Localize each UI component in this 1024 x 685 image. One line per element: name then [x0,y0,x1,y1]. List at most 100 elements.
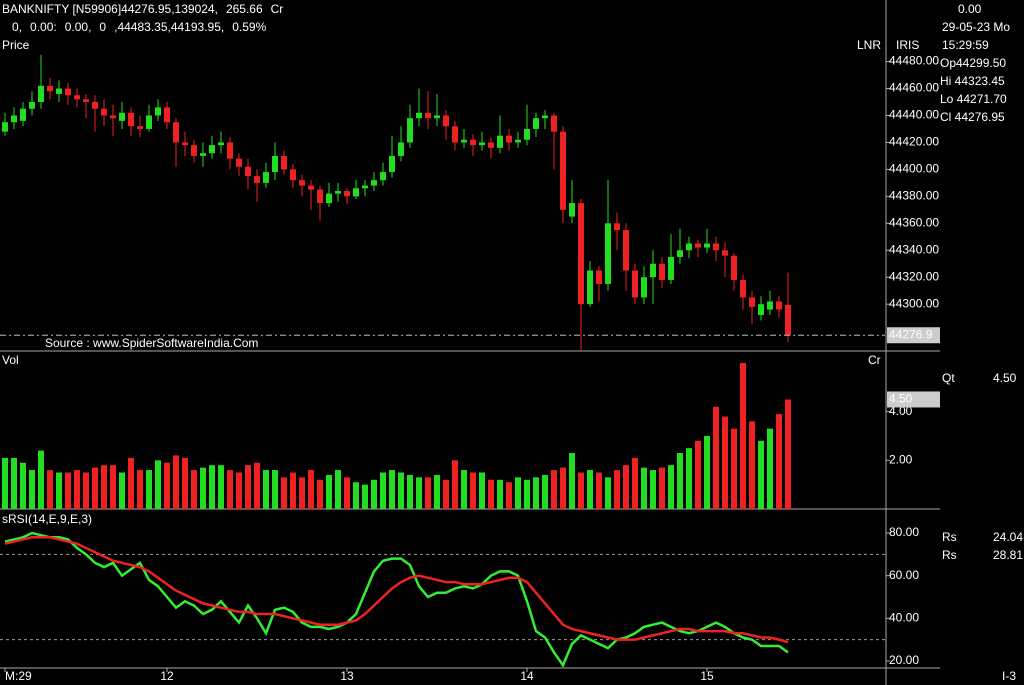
candle-body [281,155,287,170]
candle-body [38,85,44,102]
volume-bar [317,479,323,509]
candle-body [245,166,251,177]
volume-bar [110,465,116,509]
volume-bar [650,470,656,509]
volume-bar [299,477,305,509]
candle-body [146,115,152,129]
candle-body [641,277,647,298]
volume-bar [605,477,611,509]
candle-body [200,153,206,156]
candle-body [155,107,161,116]
volume-bar [56,472,62,509]
volume-bar [560,467,566,509]
candle-body [353,188,359,197]
y-tick-label: 60.00 [889,568,919,582]
volume-bar [200,467,206,509]
volume-bar [209,465,215,509]
volume-bar [623,465,629,509]
candle-body [767,301,773,310]
y-tick-label: 44360.00 [889,215,939,229]
candle-body [335,190,341,194]
candle-body [668,257,674,280]
candle-body [551,115,557,132]
y-tick-label: 2.00 [889,452,913,466]
candle-body [569,203,575,217]
candle-body [254,176,260,183]
header: 265.66 [226,2,263,16]
candle-body [596,270,602,284]
rsi-line [4,536,789,644]
y-tick-label: 44400.00 [889,162,939,176]
volume-bar [506,482,512,509]
y-tick-label: 44320.00 [889,269,939,283]
candle-body [47,85,53,92]
candle-body [227,142,233,159]
volume-bar [146,470,152,509]
candle-body [83,99,89,102]
header-stats: 0.00, [65,20,92,34]
candle-body [416,112,422,119]
y-tick-label: 44440.00 [889,108,939,122]
candle-body [119,112,125,121]
candle-body [209,145,215,154]
y-tick-label: 44380.00 [889,189,939,203]
qt-label: Qt [942,371,955,385]
volume-bar [470,472,476,509]
candle-body [452,126,458,143]
rsi-line [4,531,789,668]
volume-bar [380,472,386,509]
candle-body [56,88,62,94]
candle-body [74,95,80,100]
candle-body [659,263,665,280]
candle-body [650,263,656,278]
candle-body [11,115,17,123]
volume-bar [722,416,728,509]
candle-body [479,142,485,146]
candle-body [218,142,224,146]
candle-body [506,135,512,143]
candle-body [29,102,35,109]
candle-body [497,135,503,148]
volume-bar [443,479,449,509]
volume-bar [74,470,80,509]
header-stats: 0, [12,20,22,34]
volume-bar [398,472,404,509]
volume-bar [128,457,134,509]
unit: Cr [868,353,881,367]
volume-bar [524,479,530,509]
rs-label: Rs [942,530,957,544]
candle-body [434,115,440,119]
candle-body [587,270,593,305]
y-tick-label: 40.00 [889,610,919,624]
candle-body [785,304,791,336]
candle-body [236,158,242,167]
y-tick-label: 20.00 [889,653,919,667]
candle-body [686,243,692,251]
candle-body [488,142,494,148]
y-tick-label: 44340.00 [889,242,939,256]
candle-body [92,102,98,109]
candle-body [677,250,683,257]
side-ohlc: Hi 44323.45 [940,74,1005,88]
volume-bar [119,472,125,509]
volume-bar [452,460,458,509]
volume-bar [776,414,782,509]
header-stats: 0 [99,20,106,34]
candle-body [623,230,629,271]
header: BANKNIFTY [N59906]44276.95,139024, [2,2,218,16]
y-tick-label: 44300.00 [889,296,939,310]
volume-bar [65,472,71,509]
volume-bar [587,470,593,509]
candle-body [173,122,179,143]
candle-body [191,145,197,156]
volume-bar [173,455,179,509]
volume-bar [236,472,242,509]
candle-body [524,128,530,140]
volume-bar [434,474,440,509]
x-tick-label: 13 [340,669,354,683]
candle-body [263,172,269,183]
volume-bar [254,462,260,509]
volume-bar [515,477,521,509]
side-iris: IRIS [896,38,919,52]
